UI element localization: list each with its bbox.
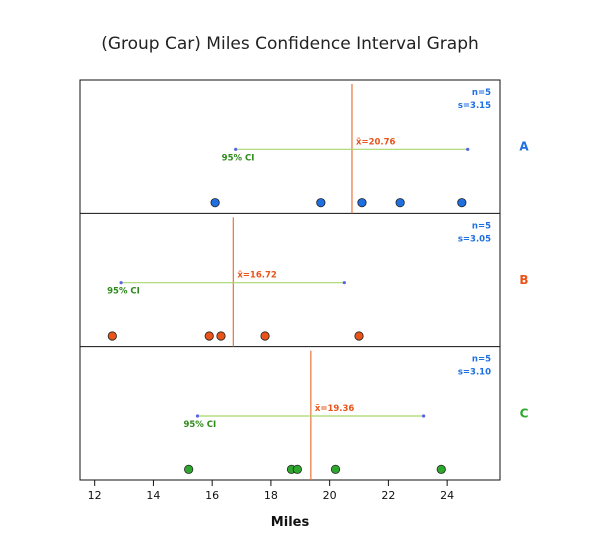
data-point — [436, 464, 446, 474]
mean-label: x̄=20.76 — [356, 137, 396, 147]
data-point — [107, 331, 117, 341]
s-label: s=3.05 — [458, 234, 491, 244]
data-point — [357, 198, 367, 208]
n-label: n=5 — [472, 88, 491, 98]
data-point — [316, 198, 326, 208]
data-point — [457, 198, 467, 208]
x-tick-label: 14 — [146, 489, 160, 502]
mean-label: x̄=16.72 — [237, 271, 277, 281]
data-point — [395, 198, 405, 208]
data-point — [260, 331, 270, 341]
data-point — [354, 331, 364, 341]
ci-upper-marker — [422, 414, 426, 418]
data-point — [330, 464, 341, 474]
ci-upper-marker — [466, 147, 470, 151]
group-label: B — [519, 273, 528, 287]
data-point — [210, 198, 220, 208]
x-tick-label: 12 — [88, 489, 102, 502]
x-axis-label: Miles — [270, 515, 310, 530]
data-point — [216, 331, 226, 341]
group-label: A — [519, 140, 529, 154]
ci-label: 95% CI — [222, 153, 255, 163]
x-tick-label: 22 — [381, 489, 395, 502]
x-tick-label: 24 — [440, 489, 454, 502]
s-label: s=3.15 — [458, 101, 491, 111]
s-label: s=3.10 — [458, 368, 491, 378]
x-tick-label: 18 — [264, 489, 278, 502]
x-tick-label: 16 — [205, 489, 219, 502]
n-label: n=5 — [472, 355, 491, 365]
ci-label: 95% CI — [107, 287, 140, 297]
group-label: C — [520, 406, 529, 420]
n-label: n=5 — [472, 221, 491, 231]
chart-title: (Group Car) Miles Confidence Interval Gr… — [101, 34, 479, 54]
ci-upper-marker — [342, 281, 346, 285]
ci-lower-marker — [234, 147, 238, 151]
plot-frame — [79, 79, 501, 481]
mean-label: x̄=19.36 — [315, 404, 355, 414]
data-point — [292, 464, 302, 474]
ci-label: 95% CI — [183, 420, 216, 430]
ci-lower-marker — [195, 414, 200, 418]
data-point — [204, 331, 214, 341]
ci-lower-marker — [119, 281, 123, 285]
x-tick-label: 20 — [323, 489, 337, 502]
data-point — [184, 464, 194, 474]
